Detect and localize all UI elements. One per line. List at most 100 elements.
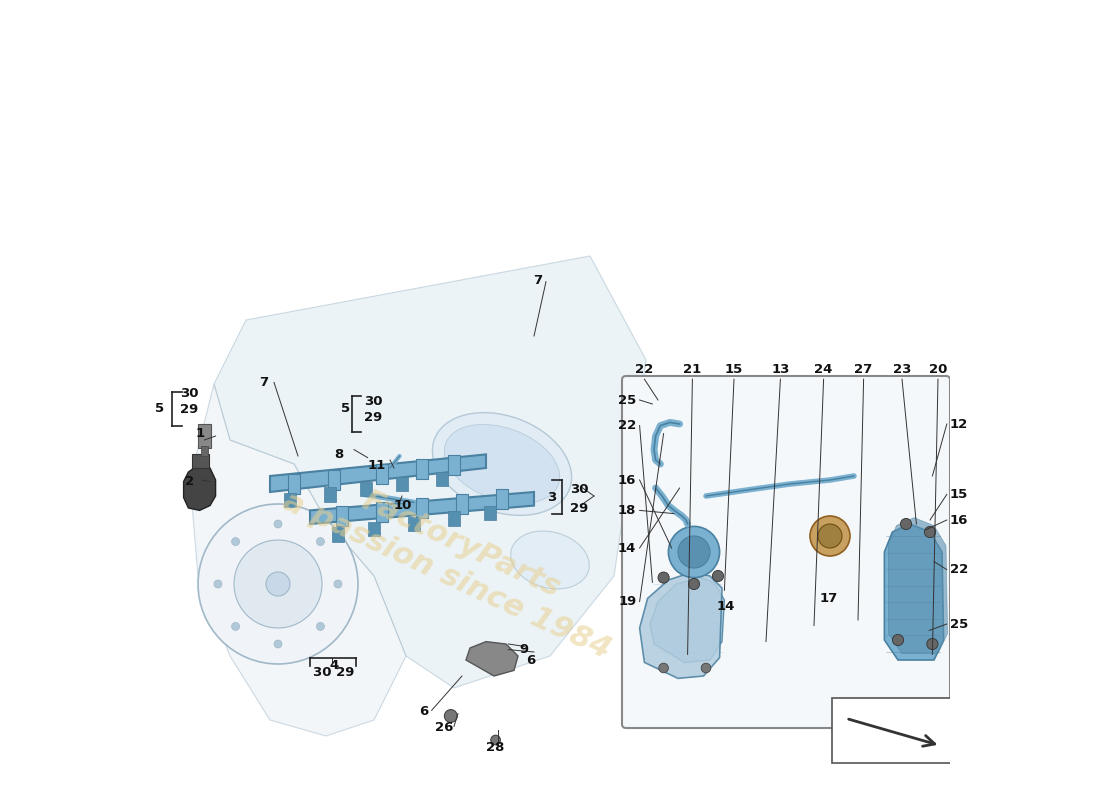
Bar xyxy=(331,527,344,542)
Text: 30 29: 30 29 xyxy=(312,666,354,678)
Circle shape xyxy=(818,524,842,548)
Circle shape xyxy=(491,735,501,745)
Bar xyxy=(191,454,209,468)
Circle shape xyxy=(927,638,938,650)
Text: 5: 5 xyxy=(341,402,350,414)
Circle shape xyxy=(232,538,240,546)
Circle shape xyxy=(669,526,719,578)
FancyBboxPatch shape xyxy=(833,698,954,763)
Polygon shape xyxy=(214,256,646,688)
Bar xyxy=(496,489,508,509)
Bar xyxy=(287,474,300,494)
Bar xyxy=(375,464,388,484)
Text: 8: 8 xyxy=(334,448,343,461)
Text: 4: 4 xyxy=(329,659,339,672)
Polygon shape xyxy=(466,642,518,676)
Circle shape xyxy=(658,572,669,583)
Bar xyxy=(284,493,296,507)
Text: 24: 24 xyxy=(814,363,833,376)
Circle shape xyxy=(701,663,711,673)
Text: 2: 2 xyxy=(185,475,194,488)
Circle shape xyxy=(198,504,358,664)
Polygon shape xyxy=(889,518,947,654)
Text: 25: 25 xyxy=(950,618,968,630)
Text: 3: 3 xyxy=(547,491,557,504)
Text: 14: 14 xyxy=(717,600,735,613)
Text: 22: 22 xyxy=(636,363,653,376)
Text: 7: 7 xyxy=(260,376,268,389)
Bar xyxy=(367,522,381,536)
Circle shape xyxy=(274,520,282,528)
Polygon shape xyxy=(639,572,722,678)
Polygon shape xyxy=(184,468,216,510)
Polygon shape xyxy=(650,578,725,662)
Bar xyxy=(436,472,449,486)
Text: 16: 16 xyxy=(950,514,968,526)
Text: 7: 7 xyxy=(532,274,542,286)
Bar xyxy=(328,470,340,490)
Text: 16: 16 xyxy=(618,474,637,486)
Text: 23: 23 xyxy=(893,363,911,376)
Text: 22: 22 xyxy=(950,563,968,576)
Circle shape xyxy=(266,572,290,596)
Ellipse shape xyxy=(432,413,572,515)
Text: 21: 21 xyxy=(683,363,702,376)
Bar xyxy=(396,477,408,491)
Bar xyxy=(198,424,211,448)
Text: 11: 11 xyxy=(367,459,386,472)
Circle shape xyxy=(901,518,912,530)
Text: 15: 15 xyxy=(725,363,744,376)
Text: 9: 9 xyxy=(519,643,529,656)
Text: 15: 15 xyxy=(950,488,968,501)
Ellipse shape xyxy=(444,425,560,503)
Text: 12: 12 xyxy=(950,418,968,430)
Bar xyxy=(323,487,337,502)
Circle shape xyxy=(317,538,324,546)
Circle shape xyxy=(659,663,669,673)
Text: 13: 13 xyxy=(771,363,790,376)
Bar xyxy=(416,459,428,479)
Circle shape xyxy=(317,622,324,630)
Text: 26: 26 xyxy=(436,722,453,734)
Text: 22: 22 xyxy=(618,419,637,432)
Circle shape xyxy=(713,570,724,582)
Circle shape xyxy=(810,516,850,556)
Polygon shape xyxy=(270,454,486,492)
Circle shape xyxy=(444,710,458,722)
Text: 5: 5 xyxy=(155,402,164,414)
Text: 30: 30 xyxy=(364,395,383,408)
Text: 1: 1 xyxy=(196,427,205,440)
Text: 6: 6 xyxy=(419,706,428,718)
Bar xyxy=(375,502,388,522)
Text: 19: 19 xyxy=(618,595,637,608)
Text: 29: 29 xyxy=(180,403,199,416)
Text: 17: 17 xyxy=(820,592,837,605)
Text: 18: 18 xyxy=(618,504,637,517)
Text: 30: 30 xyxy=(180,387,199,400)
Bar xyxy=(484,506,496,520)
Circle shape xyxy=(274,640,282,648)
Text: 29: 29 xyxy=(570,502,589,514)
Circle shape xyxy=(214,580,222,588)
Polygon shape xyxy=(190,384,406,736)
Circle shape xyxy=(689,578,700,590)
Circle shape xyxy=(232,622,240,630)
Circle shape xyxy=(334,580,342,588)
Bar xyxy=(408,517,420,531)
Bar xyxy=(448,455,461,475)
Bar xyxy=(336,506,349,526)
Circle shape xyxy=(234,540,322,628)
Bar xyxy=(455,494,469,514)
Text: 29: 29 xyxy=(364,411,383,424)
Text: 27: 27 xyxy=(855,363,872,376)
Text: 10: 10 xyxy=(394,499,412,512)
Text: 30: 30 xyxy=(570,483,589,496)
Text: 28: 28 xyxy=(486,741,505,754)
Bar xyxy=(416,498,428,518)
FancyBboxPatch shape xyxy=(621,376,950,728)
Text: 14: 14 xyxy=(618,542,637,554)
Bar xyxy=(360,482,373,496)
Polygon shape xyxy=(884,524,944,660)
Text: FactoryParts
a passion since 1984: FactoryParts a passion since 1984 xyxy=(278,456,629,664)
Polygon shape xyxy=(310,492,534,524)
